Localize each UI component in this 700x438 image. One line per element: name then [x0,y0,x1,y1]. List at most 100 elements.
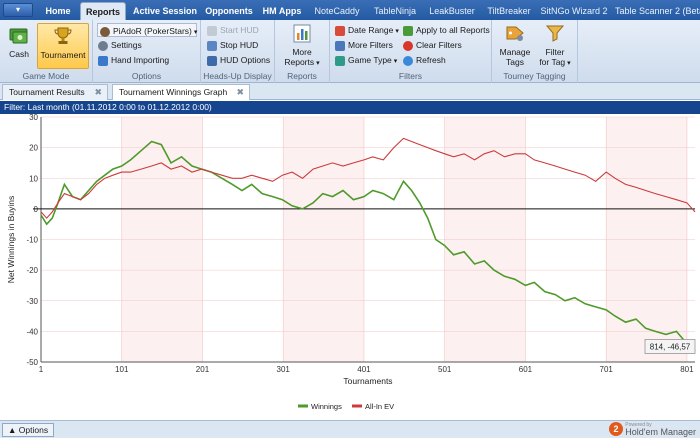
filter-text: Filter: Last month (01.11.2012 0:00 to 0… [4,102,212,112]
tab-tableninja[interactable]: TableNinja [373,6,417,16]
player-selector[interactable]: PiAdoR (PokerStars) ▾ [97,23,197,37]
legend-label-winnings: Winnings [311,402,342,411]
game-type-label: Game Type [348,55,392,65]
dropdown-arrow-icon: ▾ [395,28,399,35]
tab-hm-apps[interactable]: HM Apps [262,6,302,16]
legend-label-allin: All-In EV [365,402,394,411]
series-line-allin [40,137,696,219]
y-tick-label: 20 [29,144,38,153]
apply-all-label: Apply to all Reports [416,25,490,35]
tab-sitngo-wizard[interactable]: SitNGo Wizard 2 [540,6,608,16]
x-tick-label: 1 [39,365,44,374]
group-label-options: Options [131,71,162,81]
more-filters-label: More Filters [348,40,393,50]
filter-for-tag-button[interactable]: Filter for Tag ▾ [536,23,574,69]
filter-for-tag-label-2: for Tag [539,57,566,67]
bottom-bar: ▲ Options 2 Powered by Hold'em Manager [0,420,700,438]
y-tick-label: -50 [26,358,38,367]
hud-options-button[interactable]: HUD Options [207,53,270,67]
hud-options-label: HUD Options [220,55,271,65]
group-game-mode: Cash Tournament Game Mode [0,20,93,83]
y-tick-label: -10 [26,236,38,245]
refresh-label: Refresh [416,55,446,65]
trophy-icon [54,27,72,44]
y-tick-label: -30 [26,297,38,306]
y-tick-label: 30 [29,114,38,122]
triangle-up-icon: ▲ [8,425,17,435]
manage-tags-button[interactable]: Manage Tags [496,23,534,69]
game-type-button[interactable]: Game Type ▾ [335,53,397,67]
doc-tab-winnings-graph[interactable]: Tournament Winnings Graph ✖ [112,84,250,100]
cash-icon [9,28,28,44]
tab-reports[interactable]: Reports [80,2,126,20]
x-tick-label: 701 [600,365,614,374]
x-tick-label: 801 [680,365,694,374]
doc-tab-tournament-results[interactable]: Tournament Results ✖ [2,84,108,100]
gear-icon [98,40,108,51]
dropdown-arrow-icon: ▾ [393,58,398,65]
player-label: PiAdoR (PokerStars) [113,26,192,36]
apply-icon [403,25,413,36]
clear-filters-label: Clear Filters [416,40,462,50]
filter-for-tag-label-1: Filter [545,47,565,57]
tab-tiltbreaker[interactable]: TiltBreaker [487,6,531,16]
x-tick-label: 601 [519,365,533,374]
options-label: Options [18,425,49,435]
tab-notecaddy[interactable]: NoteCaddy [314,6,360,16]
x-tick-label: 101 [115,365,129,374]
group-options: PiAdoR (PokerStars) ▾ Settings Hand Impor… [93,20,201,83]
hand-importing-label: Hand Importing [111,55,170,65]
more-reports-button[interactable]: More Reports ▾ [279,23,325,69]
settings-button[interactable]: Settings [98,38,142,52]
tab-table-scanner[interactable]: Table Scanner 2 (Beta) [615,6,700,16]
x-axis-title: Tournaments [343,376,392,386]
group-label-hud: Heads-Up Display [203,71,272,81]
play-icon [207,25,217,36]
cash-label: Cash [9,49,29,59]
close-icon[interactable]: ✖ [94,87,102,97]
player-icon [100,26,110,37]
series-line-winnings [40,140,696,353]
cash-button[interactable]: Cash [4,23,34,67]
group-label-filters: Filters [398,71,423,81]
calendar-icon [335,25,345,36]
document-tabs: Tournament Results ✖ Tournament Winnings… [0,83,700,100]
group-label-game-mode: Game Mode [22,71,70,81]
more-filters-button[interactable]: More Filters [335,38,393,52]
hm-logo-icon: 2 [609,422,623,436]
tab-active-session[interactable]: Active Session [132,6,198,16]
apply-all-reports-button[interactable]: Apply to all Reports [403,23,490,37]
clear-icon [403,40,413,51]
x-tick-label: 501 [438,365,452,374]
doc-tab-label: Tournament Results [9,87,85,97]
filter-bar: Filter: Last month (01.11.2012 0:00 to 0… [0,101,700,114]
refresh-button[interactable]: Refresh [403,53,446,67]
clear-filters-button[interactable]: Clear Filters [403,38,462,52]
hand-importing-button[interactable]: Hand Importing [98,53,169,67]
group-tourney-tagging: Manage Tags Filter for Tag ▾ Tourney Tagg… [492,20,578,83]
start-hud-button[interactable]: Start HUD [207,23,259,37]
tab-opponents[interactable]: Opponents [205,6,253,16]
app-menu-button[interactable]: ▾ [3,3,33,17]
y-tick-label: -20 [26,266,38,275]
import-icon [98,55,108,66]
group-label-reports: Reports [287,71,317,81]
tooltip-box [644,339,696,354]
date-range-button[interactable]: Date Range ▾ [335,23,399,37]
start-hud-label: Start HUD [220,25,259,35]
options-button[interactable]: ▲ Options [2,423,55,437]
brand-text: Hold'em Manager [625,427,696,437]
more-reports-label-2: Reports [284,57,315,67]
tab-home[interactable]: Home [45,6,71,16]
hud-options-icon [207,55,217,66]
game-type-icon [335,55,345,66]
close-icon[interactable]: ✖ [236,87,244,97]
reports-icon [293,24,311,43]
group-hud: Start HUD Stop HUD HUD Options Heads-Up … [201,20,275,83]
stop-hud-button[interactable]: Stop HUD [207,38,258,52]
group-label-tagging: Tourney Tagging [503,71,566,81]
tournament-button[interactable]: Tournament [37,23,89,69]
tab-leakbuster[interactable]: LeakBuster [429,6,475,16]
settings-label: Settings [111,40,142,50]
stop-hud-label: Stop HUD [220,40,259,50]
